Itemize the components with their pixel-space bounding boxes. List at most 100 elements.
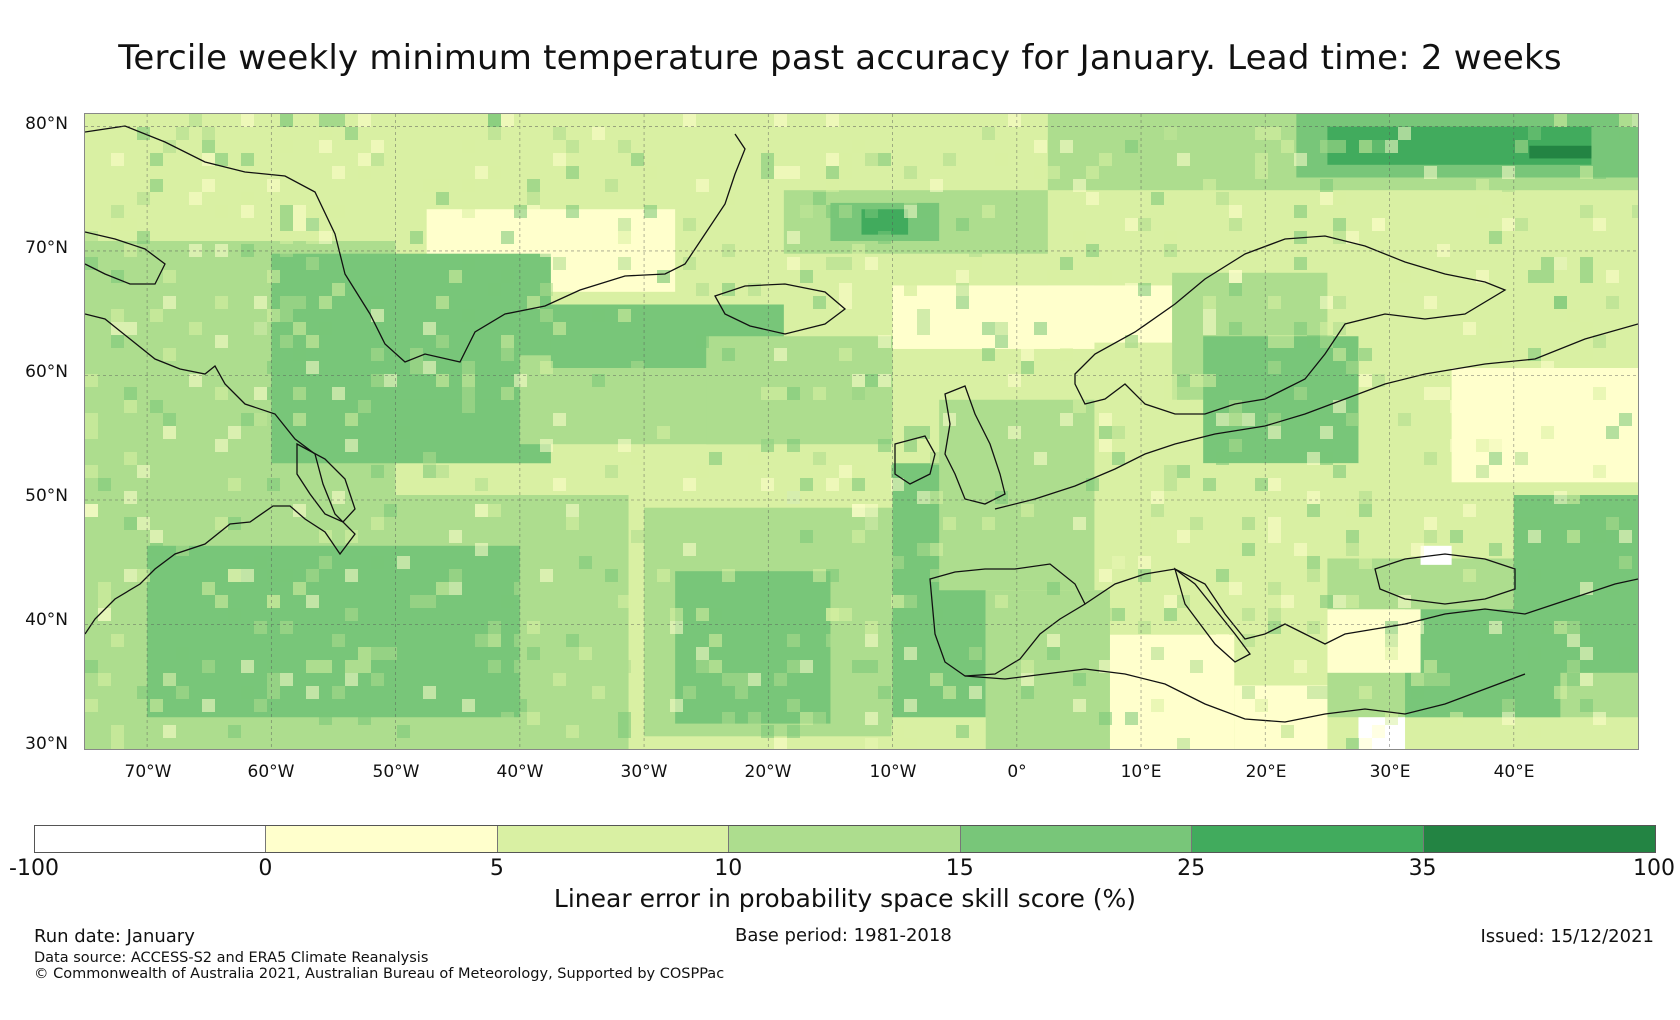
skill-grid-cell [98, 673, 111, 686]
skill-grid-cell [618, 725, 631, 738]
coastlines [85, 125, 1638, 723]
skill-grid-cell [371, 140, 384, 153]
skill-grid-cell [1255, 699, 1268, 712]
skill-grid-cell [358, 153, 371, 166]
run-date: Run date: January [34, 926, 195, 947]
skill-grid-cell [111, 309, 124, 322]
skill-grid-cell [1307, 335, 1320, 348]
skill-grid-cell [787, 166, 800, 179]
skill-grid-cell [397, 426, 410, 439]
skill-grid-cell [332, 686, 345, 699]
skill-grid-cell [696, 335, 709, 348]
map-title: Tercile weekly minimum temperature past … [118, 38, 1562, 78]
skill-grid-cell [735, 426, 748, 439]
skill-grid-cell [904, 426, 917, 439]
skill-score-map[interactable] [84, 113, 1639, 750]
skill-grid-cell [683, 218, 696, 231]
labrador-coast [85, 313, 356, 635]
skill-grid-cell [267, 660, 280, 673]
skill-grid-cell [85, 465, 98, 478]
skill-grid-cell [1229, 413, 1242, 426]
skill-grid-cell [319, 114, 332, 127]
skill-grid-cell [1541, 361, 1554, 374]
skill-grid-cell [358, 114, 371, 127]
skill-grid-cell [670, 699, 683, 712]
skill-grid-cell [1333, 348, 1346, 361]
skill-grid-cell [1229, 270, 1242, 283]
skill-grid-cell [1060, 634, 1073, 647]
skill-grid-cell [397, 725, 410, 738]
skill-grid-cell [488, 621, 501, 634]
skill-grid-cell [1099, 712, 1112, 725]
skill-grid-cell [1047, 413, 1060, 426]
skill-grid-cell [826, 634, 839, 647]
skill-grid-cell [813, 712, 826, 725]
skill-grid-cell [111, 725, 124, 738]
skill-grid-cell [319, 660, 332, 673]
lon-label-30w: 30°W [620, 762, 668, 782]
skill-grid-cell [1268, 127, 1281, 140]
skill-grid-cell [709, 660, 722, 673]
skill-grid-cell [1372, 725, 1385, 738]
skill-grid-cell [1424, 296, 1437, 309]
skill-grid-cell [332, 166, 345, 179]
skill-grid-cell [592, 127, 605, 140]
skill-grid-cell [1567, 530, 1580, 543]
skill-grid-cell [280, 296, 293, 309]
skill-grid-cell [1307, 491, 1320, 504]
skill-grid-cell [774, 387, 787, 400]
skill-grid-cell [488, 504, 501, 517]
skill-grid-cell [1580, 647, 1593, 660]
skill-grid-cell [1502, 166, 1515, 179]
skill-grid-cell [280, 218, 293, 231]
skill-grid-cell [124, 452, 137, 465]
skill-grid-cell [514, 660, 527, 673]
skill-grid-cell [722, 426, 735, 439]
skill-grid-cell [722, 673, 735, 686]
skill-grid-cell [852, 387, 865, 400]
skill-grid-cell [1489, 543, 1502, 556]
skill-grid-cell [423, 595, 436, 608]
graticule [85, 114, 1638, 749]
skill-grid-cell [85, 699, 98, 712]
skill-grid-cell [826, 166, 839, 179]
skill-grid-cell [1281, 686, 1294, 699]
skill-grid-cell [696, 608, 709, 621]
skill-cell-region [1109, 634, 1235, 749]
skill-grid-cell [1008, 426, 1021, 439]
skill-grid-cell [345, 569, 358, 582]
skill-grid-cell [943, 686, 956, 699]
skill-grid-cell [1268, 582, 1281, 595]
skill-grid-cell [774, 673, 787, 686]
skill-grid-cell [1073, 491, 1086, 504]
skill-grid-cell [852, 660, 865, 673]
skill-grid-cell [98, 582, 111, 595]
skill-grid-cell [1307, 452, 1320, 465]
skill-grid-cell [839, 296, 852, 309]
skill-grid-cell [1294, 322, 1307, 335]
skill-grid-cell [631, 153, 644, 166]
skill-grid-cell [826, 569, 839, 582]
skill-grid-cell [267, 569, 280, 582]
skill-grid-cell [1463, 504, 1476, 517]
skill-grid-cell [1333, 218, 1346, 231]
skill-grid-cell [202, 179, 215, 192]
skill-grid-cell [462, 374, 475, 387]
skill-grid-cell [1580, 673, 1593, 686]
skill-grid-cell [293, 504, 306, 517]
skill-grid-cell [1411, 673, 1424, 686]
skill-grid-cell [1242, 543, 1255, 556]
skill-grid-cell [1567, 660, 1580, 673]
skill-grid-cell [1112, 426, 1125, 439]
skill-grid-cell [1320, 686, 1333, 699]
skill-grid-cell [202, 660, 215, 673]
skill-grid-cell [852, 530, 865, 543]
skill-grid-cell [241, 205, 254, 218]
skill-grid-cell [215, 517, 228, 530]
skill-grid-cell [631, 712, 644, 725]
skill-grid-cell [332, 283, 345, 296]
skill-grid-cell [761, 478, 774, 491]
skill-grid-cell [878, 439, 891, 452]
skill-grid-cell [956, 556, 969, 569]
skill-grid-cell [1138, 621, 1151, 634]
